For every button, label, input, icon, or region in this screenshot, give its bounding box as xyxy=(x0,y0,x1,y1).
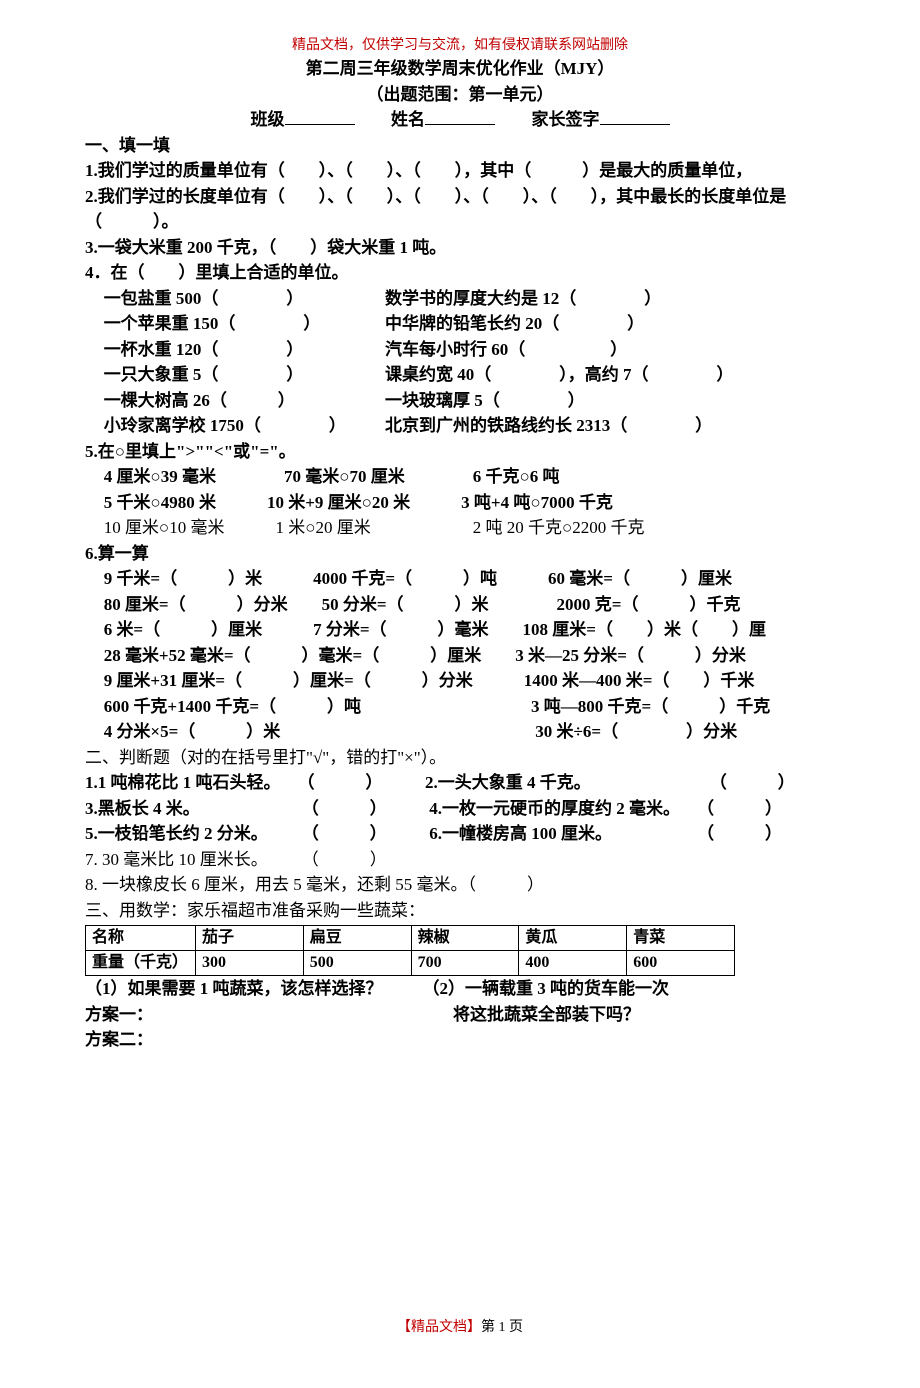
s3-q1: （1）如果需要 1 吨蔬菜，该怎样选择？ xyxy=(85,979,383,998)
s2-r2: 5.一枝铅笔长约 2 分米。 （ ） 6.一幢楼房高 100 厘米。 （ ） xyxy=(85,821,835,847)
td-v0: 300 xyxy=(196,951,304,976)
s1-q4-row: 一棵大树高 26（ ）一块玻璃厚 5（ ） xyxy=(85,388,835,414)
s1-q4-row: 一包盐重 500（ ）数学书的厚度大约是 12（ ） xyxy=(85,286,835,312)
s1-q5-r0: 4 厘米○39 毫米 70 毫米○70 厘米 6 千克○6 吨 xyxy=(85,464,835,490)
s1-q4-row: 一只大象重 5（ ）课桌约宽 40（ ），高约 7（ ） xyxy=(85,362,835,388)
q4-right: 课桌约宽 40（ ），高约 7（ ） xyxy=(385,365,734,384)
section-3-head: 三、用数学：家乐福超市准备采购一些蔬菜： xyxy=(85,898,835,924)
s1-q3: 3.一袋大米重 200 千克，（ ）袋大米重 1 吨。 xyxy=(85,235,835,261)
s1-q6-r6: 4 分米×5=（ ）米 30 米÷6=（ ）分米 xyxy=(85,719,835,745)
section-1: 一、填一填 1.我们学过的质量单位有（ ）、（ ）、（ ），其中（ ）是最大的质… xyxy=(85,133,835,745)
th-name: 名称 xyxy=(86,926,196,951)
class-label: 班级 xyxy=(251,110,285,129)
th-cucumber: 黄瓜 xyxy=(519,926,627,951)
s2-r0: 1.1 吨棉花比 1 吨石头轻。 （ ） 2.一头大象重 4 千克。 （ ） xyxy=(85,770,835,796)
s1-q6-r3: 28 毫米+52 毫米=（ ）毫米=（ ）厘米 3 米—25 分米=（ ）分米 xyxy=(85,643,835,669)
name-label: 姓名 xyxy=(391,110,425,129)
td-v2: 700 xyxy=(411,951,519,976)
q4-right: 汽车每小时行 60（ ） xyxy=(385,340,627,359)
q4-left: 一个苹果重 150（ ） xyxy=(85,311,385,337)
sign-blank[interactable] xyxy=(600,108,670,125)
s2-r4: 8. 一块橡皮长 6 厘米，用去 5 毫米，还剩 55 毫米。（ ） xyxy=(85,872,835,898)
s1-q6-r2: 6 米=（ ）厘米 7 分米=（ ）毫米 108 厘米=（ ）米（ ）厘 xyxy=(85,617,835,643)
q4-left: 一杯水重 120（ ） xyxy=(85,337,385,363)
td-v3: 400 xyxy=(519,951,627,976)
q4-right: 中华牌的铅笔长约 20（ ） xyxy=(385,314,644,333)
s1-q4-row: 一杯水重 120（ ）汽车每小时行 60（ ） xyxy=(85,337,835,363)
section-3: 三、用数学：家乐福超市准备采购一些蔬菜： 名称 茄子 扁豆 辣椒 黄瓜 青菜 重… xyxy=(85,898,835,1053)
table-data-row: 重量（千克） 300 500 700 400 600 xyxy=(86,951,735,976)
q4-right: 一块玻璃厚 5（ ） xyxy=(385,391,585,410)
s3-p2: 方案二： xyxy=(85,1027,835,1053)
s1-q5-r1: 5 千米○4980 米 10 米+9 厘米○20 米 3 吨+4 吨○7000 … xyxy=(85,490,835,516)
q4-left: 小玲家离学校 1750（ ） xyxy=(85,413,385,439)
vegetable-table: 名称 茄子 扁豆 辣椒 黄瓜 青菜 重量（千克） 300 500 700 400… xyxy=(85,925,735,976)
q4-left: 一棵大树高 26（ ） xyxy=(85,388,385,414)
s3-q2b: 将这批蔬菜全部装下吗？ xyxy=(453,1005,640,1024)
td-v1: 500 xyxy=(303,951,411,976)
worksheet-title: 第二周三年级数学周末优化作业（MJY） xyxy=(85,56,835,82)
s2-r1: 3.黑板长 4 米。 （ ） 4.一枚一元硬币的厚度约 2 毫米。 （ ） xyxy=(85,796,835,822)
worksheet-subtitle: （出题范围：第一单元） xyxy=(85,82,835,108)
section-1-head: 一、填一填 xyxy=(85,133,835,159)
s1-q6-r1: 80 厘米=（ ）分米 50 分米=（ ）米 2000 克=（ ）千克 xyxy=(85,592,835,618)
td-rowlabel: 重量（千克） xyxy=(86,951,196,976)
s3-q2a: （2）一辆载重 3 吨的货车能一次 xyxy=(423,979,670,998)
s3-line2: 方案一： 将这批蔬菜全部装下吗？ xyxy=(85,1002,835,1028)
s1-q5-head: 5.在○里填上">""<"或"="。 xyxy=(85,439,835,465)
th-bean: 扁豆 xyxy=(303,926,411,951)
td-v4: 600 xyxy=(627,951,735,976)
s1-q2: 2.我们学过的长度单位有（ ）、（ ）、（ ）、（ ）、（ ），其中最长的长度单… xyxy=(85,184,835,235)
s1-q6-r4: 9 厘米+31 厘米=（ ）厘米=（ ）分米 1400 米—400 米=（ ）千… xyxy=(85,668,835,694)
footer-red: 【精品文档】 xyxy=(397,1320,481,1335)
th-eggplant: 茄子 xyxy=(196,926,304,951)
s1-q6-r0: 9 千米=（ ）米 4000 千克=（ ）吨 60 毫米=（ ）厘米 xyxy=(85,566,835,592)
q4-right: 数学书的厚度大约是 12（ ） xyxy=(385,289,661,308)
sign-label: 家长签字 xyxy=(532,110,600,129)
q4-right: 北京到广州的铁路线约长 2313（ ） xyxy=(385,416,712,435)
footer-page: 第 1 页 xyxy=(481,1320,523,1335)
student-info-line: 班级 姓名 家长签字 xyxy=(85,107,835,133)
s1-q1: 1.我们学过的质量单位有（ ）、（ ）、（ ），其中（ ）是最大的质量单位， xyxy=(85,158,835,184)
s1-q6-head: 6.算一算 xyxy=(85,541,835,567)
s2-r3: 7. 30 毫米比 10 厘米长。 （ ） xyxy=(85,847,835,873)
s1-q5-r2: 10 厘米○10 毫米 1 米○20 厘米 2 吨 20 千克○2200 千克 xyxy=(85,515,835,541)
table-header-row: 名称 茄子 扁豆 辣椒 黄瓜 青菜 xyxy=(86,926,735,951)
q4-left: 一包盐重 500（ ） xyxy=(85,286,385,312)
s1-q4-rows: 一包盐重 500（ ）数学书的厚度大约是 12（ ）一个苹果重 150（ ）中华… xyxy=(85,286,835,439)
section-2-head: 二、判断题（对的在括号里打"√"，错的打"×"）。 xyxy=(85,745,835,771)
page-footer: 【精品文档】第 1 页 xyxy=(0,1317,920,1338)
header-note: 精品文档，仅供学习与交流，如有侵权请联系网站删除 xyxy=(85,35,835,56)
th-pepper: 辣椒 xyxy=(411,926,519,951)
class-blank[interactable] xyxy=(285,108,355,125)
name-blank[interactable] xyxy=(425,108,495,125)
th-greens: 青菜 xyxy=(627,926,735,951)
s1-q4-row: 一个苹果重 150（ ）中华牌的铅笔长约 20（ ） xyxy=(85,311,835,337)
s1-q4-head: 4．在（ ）里填上合适的单位。 xyxy=(85,260,835,286)
s3-p1: 方案一： xyxy=(85,1005,153,1024)
section-2: 二、判断题（对的在括号里打"√"，错的打"×"）。 1.1 吨棉花比 1 吨石头… xyxy=(85,745,835,898)
q4-left: 一只大象重 5（ ） xyxy=(85,362,385,388)
s1-q4-row: 小玲家离学校 1750（ ）北京到广州的铁路线约长 2313（ ） xyxy=(85,413,835,439)
s1-q6-r5: 600 千克+1400 千克=（ ）吨 3 吨—800 千克=（ ）千克 xyxy=(85,694,835,720)
s3-questions-line1: （1）如果需要 1 吨蔬菜，该怎样选择？ （2）一辆载重 3 吨的货车能一次 xyxy=(85,976,835,1002)
